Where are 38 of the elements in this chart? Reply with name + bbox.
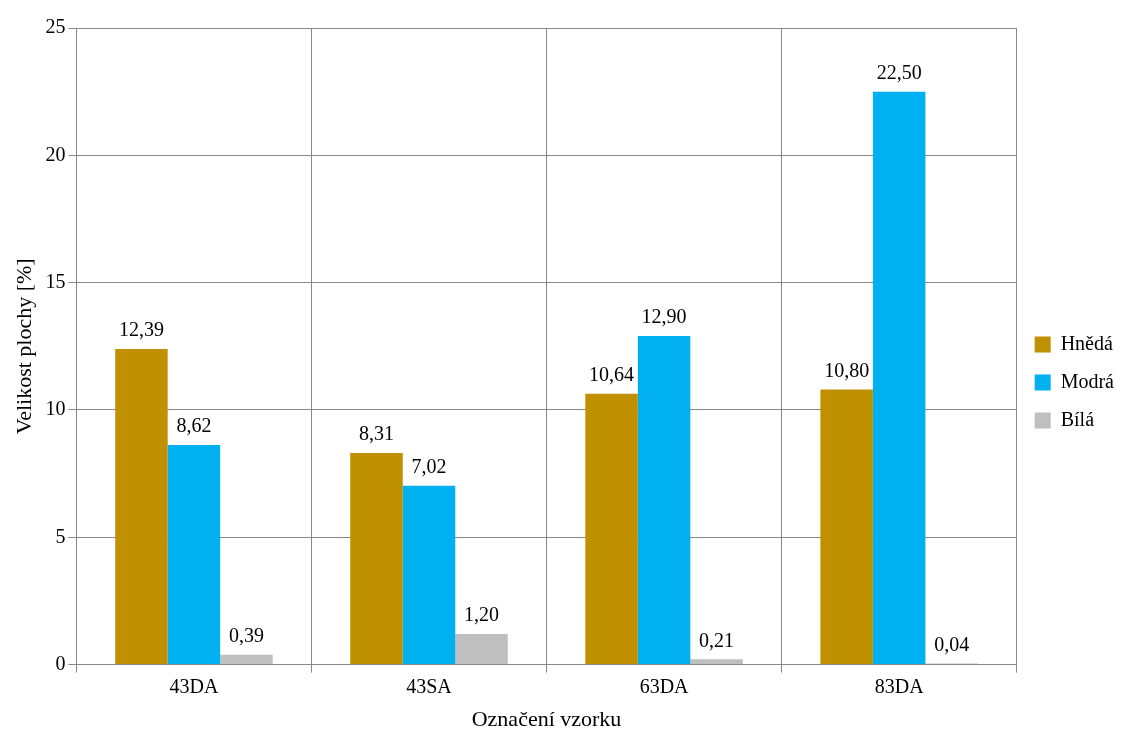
bar (872, 91, 926, 665)
data-label: 22,50 (876, 60, 922, 83)
y-axis-title: Velikost plochy [%] (10, 258, 36, 435)
bar (690, 659, 743, 665)
data-label: 10,80 (824, 358, 870, 381)
bar (115, 349, 168, 665)
bar (167, 445, 221, 665)
data-label: 1,20 (464, 603, 499, 626)
y-tick-label: 15 (45, 269, 66, 292)
x-tick-label: 43SA (406, 674, 453, 697)
y-tick-label: 0 (55, 651, 66, 674)
y-tick-label: 10 (45, 397, 66, 420)
data-label: 0,21 (699, 628, 735, 651)
y-tick-label: 5 (55, 524, 66, 547)
legend-label: Hnědá (1060, 331, 1113, 354)
legend-label: Bílá (1060, 407, 1095, 430)
bar (350, 452, 403, 665)
legend-label: Modrá (1060, 369, 1115, 392)
x-tick-label: 43DA (169, 674, 219, 697)
data-label: 7,02 (411, 455, 447, 478)
y-tick-label: 25 (45, 15, 66, 38)
data-label: 12,39 (118, 318, 164, 341)
data-label: 12,90 (641, 305, 687, 328)
data-label: 0,04 (934, 632, 970, 655)
bar (220, 654, 273, 665)
bar (585, 393, 638, 665)
data-label: 8,31 (359, 422, 395, 445)
bar (455, 634, 508, 665)
x-tick-label: 63DA (639, 674, 690, 697)
data-label: 10,64 (589, 362, 635, 385)
data-label: 8,62 (176, 414, 212, 437)
bar (402, 485, 456, 665)
x-tick-label: 83DA (874, 674, 925, 697)
data-label: 0,39 (228, 623, 264, 646)
x-axis-title: Označení vzorku (471, 705, 622, 731)
y-tick-label: 20 (45, 142, 66, 165)
bar (637, 336, 691, 665)
bar (820, 389, 873, 665)
